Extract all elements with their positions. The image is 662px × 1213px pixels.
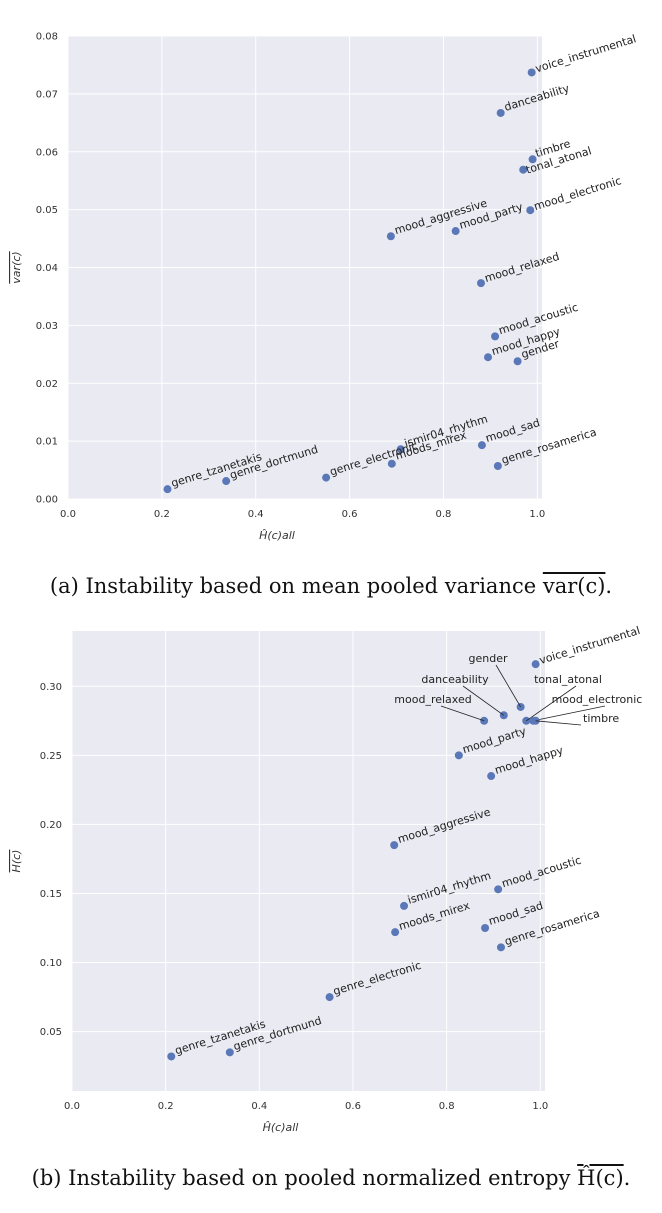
data-point-mood-party — [451, 227, 460, 236]
data-point-ismir04-rhythm — [396, 445, 405, 454]
y-tick-label: 0.15 — [40, 889, 62, 900]
caption-b-prefix: (b) Instability based on pooled normaliz… — [31, 1166, 578, 1190]
data-point-voice-instrumental — [527, 68, 536, 77]
point-label-mood-relaxed: mood_relaxed — [394, 693, 471, 706]
data-point-genre-rosamerica — [493, 462, 502, 471]
data-point-tonal-atonal — [519, 165, 528, 174]
data-point-genre-tzanetakis — [167, 1052, 176, 1061]
data-point-genre-electronic — [325, 993, 334, 1002]
callout-line — [495, 664, 521, 708]
data-point-ismir04-rhythm — [400, 901, 409, 910]
data-point-mood-sad — [477, 441, 486, 450]
y-tick-label: 0.10 — [40, 958, 62, 969]
scatter-chart-entropy: 0.0 0.2 0.4 0.6 0.8 1.0 0.05 0.10 0.15 0.20 0.25 0.… — [10, 624, 643, 1134]
data-point-moods-mirex — [391, 928, 400, 937]
data-point-genre-tzanetakis — [163, 485, 172, 494]
caption-a-suffix: . — [605, 574, 613, 598]
data-point-mood-sad — [481, 923, 490, 932]
scatter-chart-variance: 0.0 0.2 0.4 0.6 0.8 1.0 0.00 0.01 0.02 0.03 0.04 0.… — [10, 32, 638, 543]
data-point-moods-mirex — [387, 459, 396, 468]
x-tick-label: 0.8 — [435, 509, 451, 520]
x-tick-label: 0.6 — [345, 1101, 361, 1112]
data-point-danceability — [496, 108, 505, 117]
data-point-danceability — [499, 711, 508, 720]
x-tick-label: 0.4 — [251, 1101, 267, 1112]
y-tick-label: 0.02 — [36, 379, 58, 390]
point-label-voice-instrumental: voice_instrumental — [538, 624, 642, 667]
y-tick-label: 0.30 — [40, 682, 62, 693]
x-axis-label: Ĥ(c)all — [259, 529, 295, 542]
y-axis-label: var(c) — [10, 251, 23, 283]
y-axis-label: H(c) — [10, 850, 23, 873]
data-point-gender — [513, 357, 522, 366]
data-point-timbre — [528, 155, 537, 164]
data-point-genre-dortmund — [222, 477, 231, 486]
y-tick-label: 0.01 — [36, 437, 58, 448]
y-tick-label: 0.04 — [36, 263, 58, 274]
y-tick-label: 0.06 — [36, 147, 58, 158]
data-point-mood-acoustic — [491, 332, 500, 341]
data-point-mood-aggressive — [386, 232, 395, 241]
callout-line — [535, 720, 582, 726]
data-point-tonal-atonal — [522, 716, 531, 725]
point-label-voice-instrumental: voice_instrumental — [534, 32, 638, 75]
y-tick-label: 0.20 — [40, 820, 62, 831]
point-label-gender: gender — [469, 652, 508, 665]
y-tick-label: 0.08 — [36, 32, 58, 43]
callout-line — [526, 685, 577, 722]
data-point-genre-rosamerica — [496, 943, 505, 952]
point-label-danceability: danceability — [421, 673, 489, 686]
callout-line — [533, 705, 606, 722]
x-axis-label: Ĥ(c)all — [263, 1121, 299, 1134]
y-tick-label: 0.03 — [36, 321, 58, 332]
data-point-mood-happy — [487, 772, 496, 781]
x-tick-label: 0.4 — [248, 509, 264, 520]
data-point-mood-aggressive — [390, 841, 399, 850]
caption-a-prefix: (a) Instability based on mean pooled var… — [49, 574, 543, 598]
x-tick-label: 1.0 — [532, 1101, 548, 1112]
x-tick-label: 0.6 — [342, 509, 358, 520]
callout-line — [440, 705, 485, 722]
x-tick-label: 0.0 — [60, 509, 76, 520]
data-point-mood-party — [454, 751, 463, 760]
x-tick-label: 1.0 — [529, 509, 545, 520]
caption-b: (b) Instability based on pooled normaliz… — [0, 1166, 662, 1190]
caption-a: (a) Instability based on mean pooled var… — [0, 574, 662, 598]
x-tick-label: 0.2 — [154, 509, 170, 520]
x-tick-label: 0.0 — [64, 1101, 80, 1112]
data-point-genre-electronic — [322, 473, 331, 482]
point-label-tonal-atonal: tonal_atonal — [534, 673, 602, 686]
point-label-timbre: timbre — [583, 712, 619, 725]
x-tick-label: 0.8 — [439, 1101, 455, 1112]
data-point-mood-relaxed — [476, 279, 485, 288]
callout-line — [462, 685, 505, 716]
y-tick-label: 0.05 — [36, 205, 58, 216]
caption-a-math: var(c) — [542, 574, 606, 598]
data-point-mood-electronic — [526, 206, 535, 215]
data-point-mood-happy — [484, 353, 493, 362]
data-point-voice-instrumental — [531, 660, 540, 669]
point-label-mood-electronic: mood_electronic — [552, 693, 643, 706]
y-tick-label: 0.25 — [40, 751, 62, 762]
x-tick-label: 0.2 — [158, 1101, 174, 1112]
y-tick-label: 0.00 — [36, 495, 58, 506]
data-point-genre-dortmund — [225, 1048, 234, 1057]
data-point-mood-acoustic — [494, 885, 503, 894]
y-tick-label: 0.05 — [40, 1027, 62, 1038]
point-label-mood-electronic: mood_electronic — [532, 174, 623, 213]
y-tick-label: 0.07 — [36, 89, 58, 100]
caption-b-suffix: . — [623, 1166, 631, 1190]
caption-b-math: Ĥ(c) — [577, 1166, 624, 1190]
plot-area — [72, 631, 545, 1091]
data-point-mood-relaxed — [480, 716, 489, 725]
